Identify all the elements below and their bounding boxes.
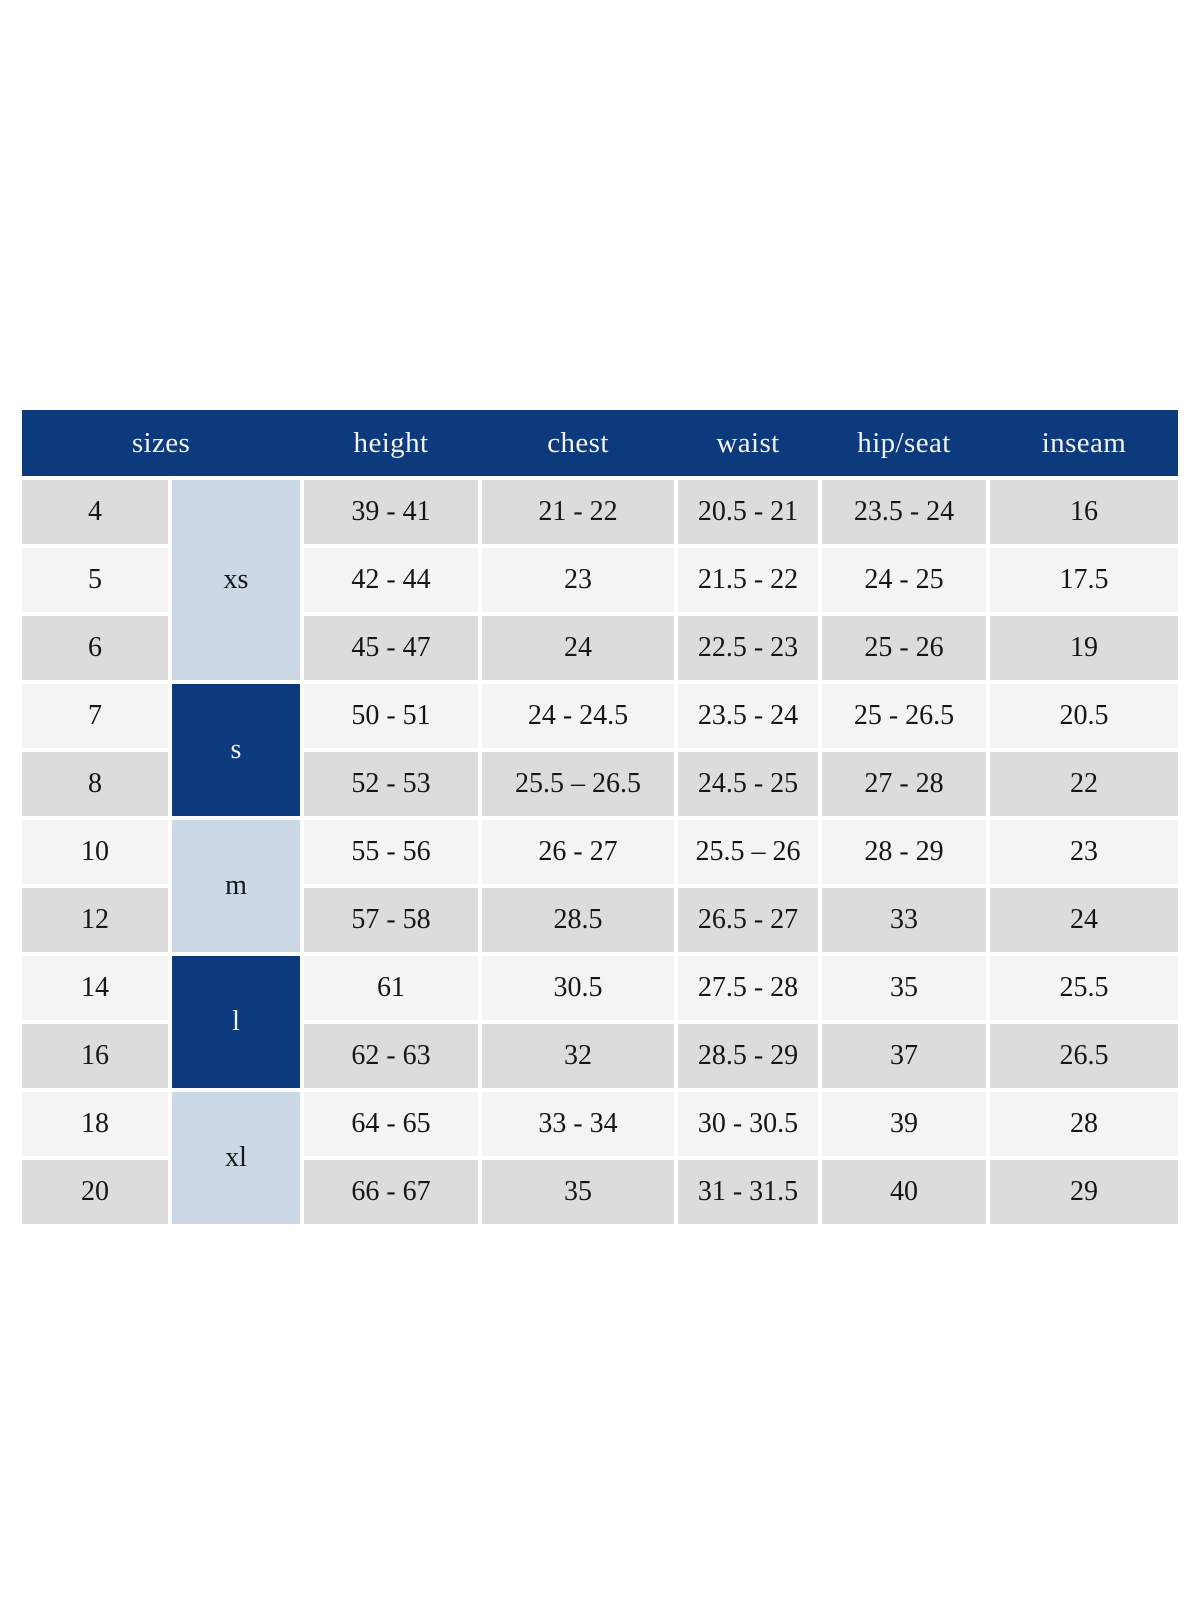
height-cell: 66 - 67 (304, 1160, 478, 1224)
height-cell: 62 - 63 (304, 1024, 478, 1088)
size-cell: 6 (22, 616, 168, 680)
chest-cell: 32 (482, 1024, 674, 1088)
inseam-cell: 26.5 (990, 1024, 1178, 1088)
column-header-inseam: inseam (1041, 426, 1127, 459)
size-cell: 20 (22, 1160, 168, 1224)
height-cell: 52 - 53 (304, 752, 478, 816)
inseam-cell: 22 (990, 752, 1178, 816)
waist-cell: 31 - 31.5 (678, 1160, 818, 1224)
hip_seat-cell: 25 - 26 (822, 616, 986, 680)
column-header-chest: chest (547, 426, 609, 459)
waist-cell: 26.5 - 27 (678, 888, 818, 952)
hip_seat-cell: 24 - 25 (822, 548, 986, 612)
inseam-cell: 24 (990, 888, 1178, 952)
chest-cell: 23 (482, 548, 674, 612)
hip_seat-cell: 27 - 28 (822, 752, 986, 816)
size-cell: 14 (22, 956, 168, 1020)
size-group-l: l (172, 956, 300, 1088)
inseam-cell: 16 (990, 480, 1178, 544)
hip_seat-cell: 23.5 - 24 (822, 480, 986, 544)
chest-cell: 21 - 22 (482, 480, 674, 544)
hip_seat-cell: 40 (822, 1160, 986, 1224)
waist-cell: 21.5 - 22 (678, 548, 818, 612)
size-cell: 7 (22, 684, 168, 748)
height-cell: 50 - 51 (304, 684, 478, 748)
chest-cell: 26 - 27 (482, 820, 674, 884)
size-cell: 8 (22, 752, 168, 816)
table-header-row: sizes height chest waist hip/seat inseam (22, 410, 1178, 476)
chest-cell: 28.5 (482, 888, 674, 952)
hip_seat-cell: 39 (822, 1092, 986, 1156)
chest-cell: 24 - 24.5 (482, 684, 674, 748)
size-group-s: s (172, 684, 300, 816)
inseam-cell: 25.5 (990, 956, 1178, 1020)
height-cell: 39 - 41 (304, 480, 478, 544)
chest-cell: 30.5 (482, 956, 674, 1020)
waist-cell: 27.5 - 28 (678, 956, 818, 1020)
waist-cell: 25.5 – 26 (678, 820, 818, 884)
waist-cell: 22.5 - 23 (678, 616, 818, 680)
hip_seat-cell: 35 (822, 956, 986, 1020)
waist-cell: 20.5 - 21 (678, 480, 818, 544)
column-header-waist: waist (716, 426, 780, 459)
inseam-cell: 29 (990, 1160, 1178, 1224)
hip_seat-cell: 33 (822, 888, 986, 952)
inseam-cell: 23 (990, 820, 1178, 884)
size-cell: 10 (22, 820, 168, 884)
hip_seat-cell: 28 - 29 (822, 820, 986, 884)
column-header-hip_seat: hip/seat (857, 426, 951, 459)
waist-cell: 23.5 - 24 (678, 684, 818, 748)
inseam-cell: 28 (990, 1092, 1178, 1156)
size-cell: 4 (22, 480, 168, 544)
column-header-height: height (353, 426, 429, 459)
height-cell: 61 (304, 956, 478, 1020)
size-group-m: m (172, 820, 300, 952)
height-cell: 42 - 44 (304, 548, 478, 612)
hip_seat-cell: 25 - 26.5 (822, 684, 986, 748)
size-cell: 12 (22, 888, 168, 952)
chest-cell: 33 - 34 (482, 1092, 674, 1156)
table-body: 4 39 - 41 21 - 22 20.5 - 21 23.5 - 24 16 5 42 -… (22, 480, 1178, 1224)
height-cell: 64 - 65 (304, 1092, 478, 1156)
inseam-cell: 17.5 (990, 548, 1178, 612)
chest-cell: 25.5 – 26.5 (482, 752, 674, 816)
waist-cell: 24.5 - 25 (678, 752, 818, 816)
height-cell: 57 - 58 (304, 888, 478, 952)
size-cell: 5 (22, 548, 168, 612)
size-cell: 16 (22, 1024, 168, 1088)
size-group-xs: xs (172, 480, 300, 680)
waist-cell: 30 - 30.5 (678, 1092, 818, 1156)
inseam-cell: 20.5 (990, 684, 1178, 748)
chest-cell: 24 (482, 616, 674, 680)
height-cell: 45 - 47 (304, 616, 478, 680)
height-cell: 55 - 56 (304, 820, 478, 884)
hip_seat-cell: 37 (822, 1024, 986, 1088)
size-group-xl: xl (172, 1092, 300, 1224)
column-header-sizes: sizes (131, 426, 191, 459)
size-cell: 18 (22, 1092, 168, 1156)
size-chart-table: sizes height chest waist hip/seat inseam 4 39 … (22, 410, 1178, 1224)
inseam-cell: 19 (990, 616, 1178, 680)
chest-cell: 35 (482, 1160, 674, 1224)
waist-cell: 28.5 - 29 (678, 1024, 818, 1088)
